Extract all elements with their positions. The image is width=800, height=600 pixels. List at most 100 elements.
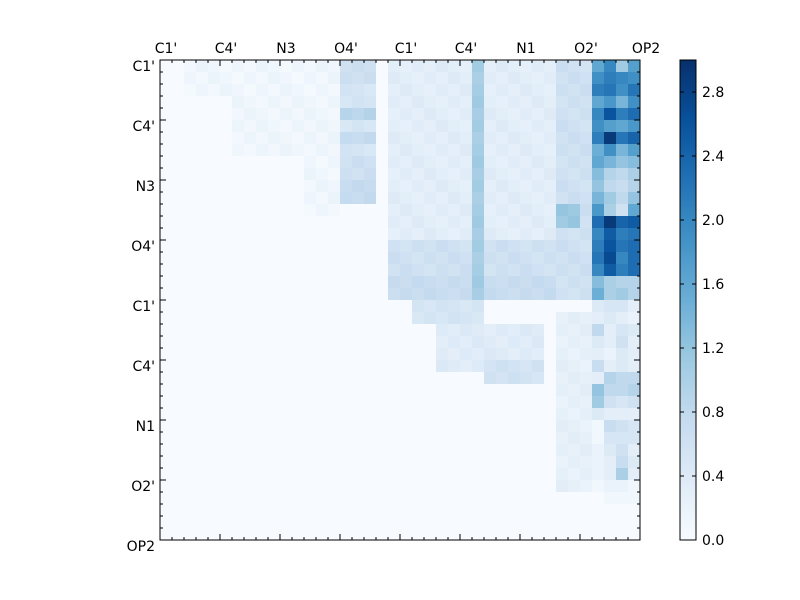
heatmap-cell bbox=[532, 84, 545, 97]
heatmap-cell bbox=[352, 312, 365, 325]
heatmap-cell bbox=[196, 180, 209, 193]
heatmap-cell bbox=[304, 120, 317, 133]
heatmap-cell bbox=[244, 312, 257, 325]
heatmap-cell bbox=[436, 84, 449, 97]
heatmap-cell bbox=[604, 204, 617, 217]
heatmap-cell bbox=[568, 360, 581, 373]
heatmap-cell bbox=[616, 252, 629, 265]
heatmap-cell bbox=[208, 300, 221, 313]
heatmap-cell bbox=[256, 240, 269, 253]
heatmap-cell bbox=[232, 96, 245, 109]
heatmap-cell bbox=[280, 108, 293, 121]
heatmap-cell bbox=[400, 396, 413, 409]
heatmap-cell bbox=[364, 156, 377, 169]
heatmap-cell bbox=[316, 168, 329, 181]
heatmap-cell bbox=[592, 156, 605, 169]
heatmap-cell bbox=[160, 468, 173, 481]
heatmap-cell bbox=[604, 420, 617, 433]
heatmap-cell bbox=[220, 492, 233, 505]
heatmap-cell bbox=[292, 408, 305, 421]
y-tick-label: C4' bbox=[132, 359, 155, 375]
heatmap-cell bbox=[244, 396, 257, 409]
heatmap-cell bbox=[388, 528, 401, 541]
heatmap-cell bbox=[472, 348, 485, 361]
heatmap-cell bbox=[628, 156, 641, 169]
heatmap-cell bbox=[616, 456, 629, 469]
heatmap-cell bbox=[400, 432, 413, 445]
heatmap-cell bbox=[532, 384, 545, 397]
heatmap-cell bbox=[496, 444, 509, 457]
heatmap-cell bbox=[424, 348, 437, 361]
heatmap-cell bbox=[376, 204, 389, 217]
heatmap-cell bbox=[364, 192, 377, 205]
heatmap-cell bbox=[316, 396, 329, 409]
heatmap-cell bbox=[496, 480, 509, 493]
heatmap-cell bbox=[172, 180, 185, 193]
heatmap-cell bbox=[316, 132, 329, 145]
heatmap-cell bbox=[340, 420, 353, 433]
heatmap-cell bbox=[376, 264, 389, 277]
heatmap-cell bbox=[508, 528, 521, 541]
heatmap-cell bbox=[628, 468, 641, 481]
heatmap-cell bbox=[376, 180, 389, 193]
heatmap-cell bbox=[268, 468, 281, 481]
heatmap-cell bbox=[436, 252, 449, 265]
heatmap-cell bbox=[472, 60, 485, 73]
heatmap-cell bbox=[244, 432, 257, 445]
heatmap-cell bbox=[172, 264, 185, 277]
heatmap-cell bbox=[268, 324, 281, 337]
x-tick-label: O2' bbox=[574, 41, 598, 57]
heatmap-cell bbox=[412, 432, 425, 445]
heatmap-cell bbox=[436, 480, 449, 493]
heatmap-cell bbox=[376, 456, 389, 469]
heatmap-cell bbox=[328, 240, 341, 253]
heatmap-cell bbox=[472, 132, 485, 145]
heatmap-cell bbox=[592, 96, 605, 109]
heatmap-cell bbox=[244, 360, 257, 373]
heatmap-cell bbox=[448, 96, 461, 109]
heatmap-cell bbox=[472, 516, 485, 529]
heatmap-cell bbox=[472, 144, 485, 157]
heatmap-cell bbox=[328, 132, 341, 145]
heatmap-cell bbox=[232, 432, 245, 445]
heatmap-cell bbox=[604, 372, 617, 385]
heatmap-cell bbox=[304, 156, 317, 169]
heatmap-cell bbox=[208, 84, 221, 97]
heatmap-cell bbox=[472, 492, 485, 505]
heatmap-cell bbox=[508, 420, 521, 433]
heatmap-cell bbox=[400, 84, 413, 97]
heatmap-cell bbox=[352, 444, 365, 457]
heatmap-cell bbox=[448, 492, 461, 505]
heatmap-cell bbox=[508, 456, 521, 469]
heatmap-cell bbox=[352, 264, 365, 277]
heatmap-cell bbox=[292, 168, 305, 181]
heatmap-cell bbox=[448, 300, 461, 313]
heatmap-cell bbox=[508, 492, 521, 505]
heatmap-cell bbox=[580, 432, 593, 445]
heatmap-cell bbox=[616, 96, 629, 109]
heatmap-cell bbox=[592, 468, 605, 481]
heatmap-cell bbox=[268, 360, 281, 373]
heatmap-cell bbox=[532, 144, 545, 157]
heatmap-cell bbox=[172, 444, 185, 457]
heatmap-cell bbox=[532, 156, 545, 169]
heatmap-cell bbox=[604, 180, 617, 193]
heatmap-cell bbox=[508, 204, 521, 217]
heatmap-cell bbox=[604, 348, 617, 361]
heatmap-cell bbox=[400, 324, 413, 337]
heatmap-cell bbox=[472, 528, 485, 541]
heatmap-cell bbox=[568, 336, 581, 349]
heatmap-cell bbox=[364, 468, 377, 481]
heatmap-cell bbox=[244, 96, 257, 109]
heatmap-cell bbox=[244, 156, 257, 169]
heatmap-cell bbox=[160, 432, 173, 445]
heatmap-cell bbox=[340, 132, 353, 145]
heatmap-cell bbox=[304, 348, 317, 361]
heatmap-cell bbox=[316, 288, 329, 301]
heatmap-cell bbox=[580, 360, 593, 373]
heatmap-cell bbox=[484, 396, 497, 409]
heatmap-cell bbox=[460, 360, 473, 373]
heatmap-cell bbox=[556, 372, 569, 385]
heatmap-cell bbox=[616, 108, 629, 121]
heatmap-cell bbox=[400, 216, 413, 229]
